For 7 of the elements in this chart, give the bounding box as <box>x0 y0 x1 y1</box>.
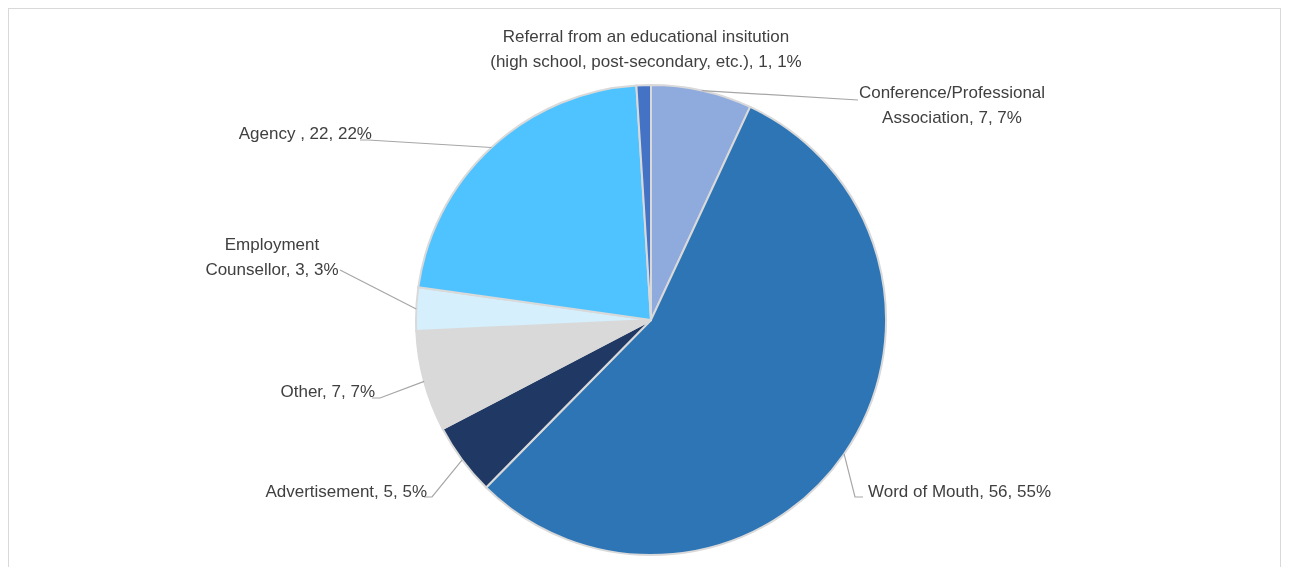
slice-label: Advertisement, 5, 5% <box>265 482 427 501</box>
slice-label: Agency , 22, 22% <box>238 124 372 143</box>
slice-label: Other, 7, 7% <box>280 382 375 401</box>
slice-label: Referral from an educational insitution (high school, post-secondary, etc.), 1, 1% <box>490 27 802 71</box>
slice-label: Employment Counsellor, 3, 3% <box>205 235 339 279</box>
slice-label: Conference/Professional Association, 7, 7% <box>858 83 1046 127</box>
slice-label: Word of Mouth, 56, 55% <box>868 482 1052 501</box>
